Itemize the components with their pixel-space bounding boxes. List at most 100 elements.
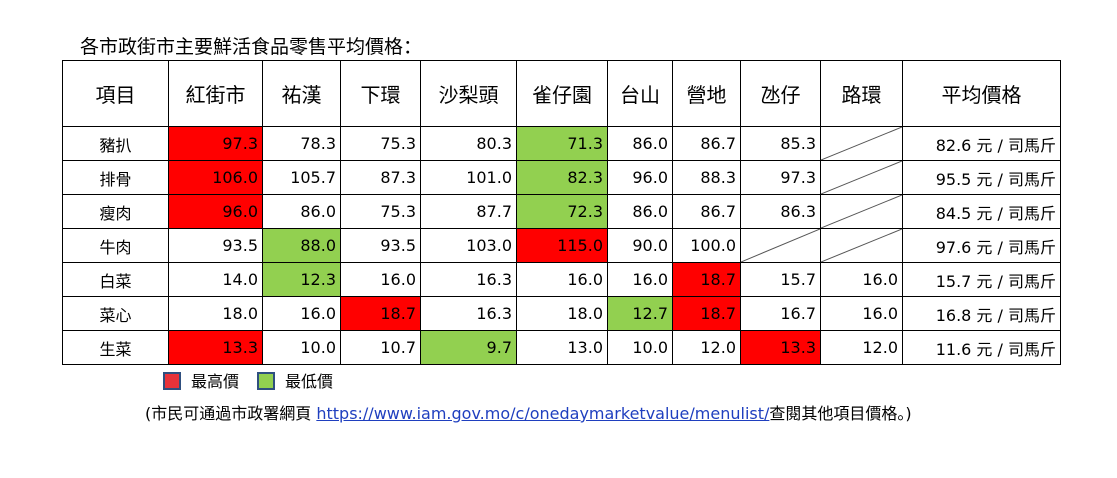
empty-cell [820, 160, 903, 195]
price-cell: 86.0 [607, 126, 673, 161]
header-cell: 紅街市 [168, 60, 263, 127]
table-row: 排骨 106.0 105.7 87.3 101.0 82.3 96.0 88.3 97.3 95.… [62, 160, 1061, 195]
table-row: 生菜 13.3 10.0 10.7 9.7 13.0 10.0 12.0 13.3 12.0 11.… [62, 330, 1061, 365]
empty-cell [820, 126, 903, 161]
header-cell: 路環 [820, 60, 903, 127]
price-cell: 9.7 [420, 330, 517, 365]
price-cell: 86.0 [607, 194, 673, 229]
price-cell: 13.3 [740, 330, 821, 365]
price-cell: 86.0 [262, 194, 341, 229]
empty-cell [820, 194, 903, 229]
price-cell: 87.3 [340, 160, 421, 195]
slash [821, 229, 902, 262]
price-cell: 85.3 [740, 126, 821, 161]
header-cell: 台山 [607, 60, 673, 127]
price-cell: 18.7 [340, 296, 421, 331]
legend-swatch [163, 372, 181, 390]
price-cell: 10.7 [340, 330, 421, 365]
price-cell: 101.0 [420, 160, 517, 195]
price-cell: 12.7 [607, 296, 673, 331]
price-cell: 13.0 [516, 330, 608, 365]
row-label: 排骨 [62, 160, 169, 195]
header-cell: 氹仔 [740, 60, 821, 127]
average-cell: 84.5 元 / 司馬斤 [902, 194, 1061, 229]
row-label: 白菜 [62, 262, 169, 297]
header-row: 項目 紅街市 祐漢 下環 沙梨頭 雀仔園 台山 營地 氹仔 路環 平均價格 [62, 60, 1061, 127]
price-cell: 12.3 [262, 262, 341, 297]
price-cell: 10.0 [262, 330, 341, 365]
header-cell: 營地 [672, 60, 741, 127]
price-cell: 97.3 [740, 160, 821, 195]
footer-text: 查閱其他項目價格。) [769, 404, 912, 423]
price-cell: 93.5 [168, 228, 263, 263]
footer: (市民可通過市政署網頁 https://www.iam.gov.mo/c/one… [145, 400, 912, 424]
price-cell: 75.3 [340, 194, 421, 229]
empty-cell [820, 228, 903, 263]
price-cell: 78.3 [262, 126, 341, 161]
legend-label: 最低價 [285, 372, 334, 391]
header-cell: 項目 [62, 60, 169, 127]
price-cell: 18.7 [672, 296, 741, 331]
price-cell: 86.7 [672, 194, 741, 229]
row-label: 菜心 [62, 296, 169, 331]
price-cell: 115.0 [516, 228, 608, 263]
price-cell: 16.0 [516, 262, 608, 297]
legend: 最高價 最低價 [163, 368, 333, 392]
price-cell: 16.7 [740, 296, 821, 331]
price-cell: 12.0 [672, 330, 741, 365]
title: 各市政街市主要鮮活食品零售平均價格： [80, 36, 423, 58]
slash [821, 195, 902, 228]
price-cell: 96.0 [168, 194, 263, 229]
price-cell: 97.3 [168, 126, 263, 161]
footer-text: (市民可通過市政署網頁 [145, 404, 317, 423]
legend-swatch [257, 372, 276, 390]
price-cell: 16.3 [420, 296, 517, 331]
header-cell: 祐漢 [262, 60, 341, 127]
average-cell: 95.5 元 / 司馬斤 [902, 160, 1061, 195]
price-cell: 71.3 [516, 126, 608, 161]
price-cell: 16.0 [820, 262, 903, 297]
link[interactable]: https://www.iam.gov.mo/c/onedaymarketval… [316, 404, 770, 423]
table-body: 豬扒 97.3 78.3 75.3 80.3 71.3 86.0 86.7 85.3 82.6 元… [62, 126, 1061, 365]
slash [741, 229, 820, 262]
price-cell: 100.0 [672, 228, 741, 263]
header-cell: 下環 [340, 60, 421, 127]
legend-label: 最高價 [191, 372, 240, 391]
price-cell: 13.3 [168, 330, 263, 365]
average-cell: 82.6 元 / 司馬斤 [902, 126, 1061, 161]
header-cell: 雀仔園 [516, 60, 608, 127]
price-cell: 10.0 [607, 330, 673, 365]
price-cell: 12.0 [820, 330, 903, 365]
legend-item: 最高價 [163, 368, 239, 392]
row-label: 生菜 [62, 330, 169, 365]
price-cell: 96.0 [607, 160, 673, 195]
table-row: 豬扒 97.3 78.3 75.3 80.3 71.3 86.0 86.7 85.3 82.6 元… [62, 126, 1061, 161]
legend-item: 最低價 [257, 368, 333, 392]
slash [821, 161, 902, 194]
price-cell: 18.0 [168, 296, 263, 331]
price-cell: 106.0 [168, 160, 263, 195]
price-cell: 16.0 [820, 296, 903, 331]
price-cell: 16.0 [262, 296, 341, 331]
table-row: 白菜 14.0 12.3 16.0 16.3 16.0 16.0 18.7 15.7 16.0 15… [62, 262, 1061, 297]
price-cell: 103.0 [420, 228, 517, 263]
price-cell: 18.0 [516, 296, 608, 331]
row-label: 瘦肉 [62, 194, 169, 229]
price-cell: 14.0 [168, 262, 263, 297]
empty-cell [740, 228, 821, 263]
price-cell: 93.5 [340, 228, 421, 263]
average-cell: 15.7 元 / 司馬斤 [902, 262, 1061, 297]
table-row: 瘦肉 96.0 86.0 75.3 87.7 72.3 86.0 86.7 86.3 84.5 元… [62, 194, 1061, 229]
row-label: 牛肉 [62, 228, 169, 263]
price-cell: 16.0 [607, 262, 673, 297]
price-table: 項目 紅街市 祐漢 下環 沙梨頭 雀仔園 台山 營地 氹仔 路環 平均價格 豬扒 97.3 78.3 75… [62, 60, 1061, 365]
average-cell: 97.6 元 / 司馬斤 [902, 228, 1061, 263]
average-cell: 16.8 元 / 司馬斤 [902, 296, 1061, 331]
header-cell: 平均價格 [902, 60, 1061, 127]
row-label: 豬扒 [62, 126, 169, 161]
price-cell: 16.3 [420, 262, 517, 297]
slash [821, 127, 902, 160]
price-cell: 88.0 [262, 228, 341, 263]
price-cell: 87.7 [420, 194, 517, 229]
